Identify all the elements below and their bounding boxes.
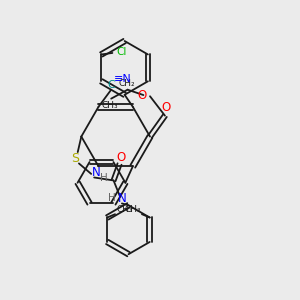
Text: CH₂: CH₂	[118, 79, 135, 88]
Text: Cl: Cl	[116, 47, 127, 57]
Text: CH₃: CH₃	[101, 101, 118, 110]
Text: O: O	[116, 151, 125, 164]
Text: H: H	[108, 193, 116, 203]
Text: O: O	[162, 101, 171, 114]
Text: N: N	[92, 167, 100, 179]
Text: S: S	[71, 152, 79, 165]
Text: C: C	[107, 80, 115, 90]
Text: O: O	[138, 88, 147, 102]
Text: CH₃: CH₃	[116, 205, 133, 214]
Text: H: H	[100, 172, 108, 183]
Text: CH₃: CH₃	[124, 205, 141, 214]
Text: N: N	[118, 192, 126, 205]
Text: ≡N: ≡N	[113, 74, 131, 84]
